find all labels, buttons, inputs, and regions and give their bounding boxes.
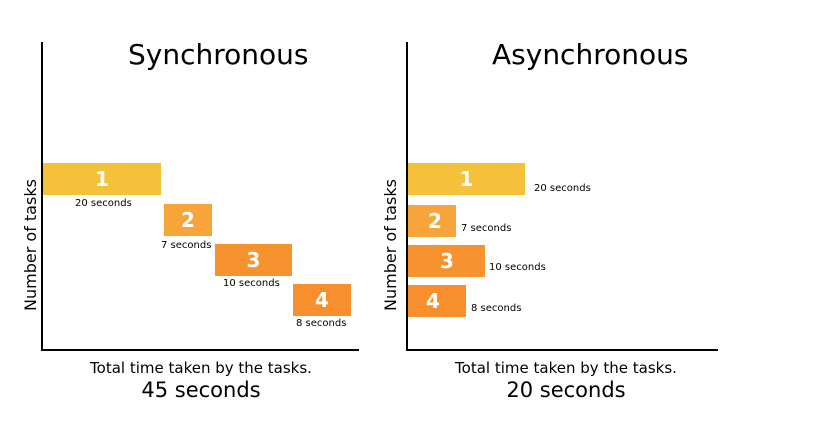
sync-task-2-label: 2 [181,208,195,232]
sync-task-2-duration: 7 seconds [161,240,212,251]
sync-task-1-label: 1 [95,167,109,191]
async-task-1-label: 1 [459,167,474,191]
synchronous-panel: Synchronous Number of tasks 1 20 seconds… [0,0,400,430]
synchronous-title: Synchronous [128,38,309,71]
async-task-1-duration: 20 seconds [534,183,591,194]
async-task-2-duration: 7 seconds [461,223,512,234]
synchronous-x-axis [41,349,359,351]
synchronous-caption: Total time taken by the tasks. [90,359,312,377]
asynchronous-x-axis [406,349,718,351]
async-task-4-bar: 4 [408,285,466,317]
sync-task-4-label: 4 [315,288,329,312]
async-task-4-duration: 8 seconds [471,303,522,314]
synchronous-ylabel: Number of tasks [21,179,40,311]
asynchronous-total: 20 seconds [506,378,626,402]
asynchronous-title: Asynchronous [492,38,689,71]
asynchronous-panel: Asynchronous Number of tasks 1 20 second… [380,0,800,430]
sync-task-4-duration: 8 seconds [296,318,347,329]
async-task-2-label: 2 [428,209,442,233]
sync-task-3-duration: 10 seconds [223,278,280,289]
synchronous-total: 45 seconds [141,378,261,402]
sync-task-3-label: 3 [246,248,261,272]
asynchronous-ylabel: Number of tasks [381,179,400,311]
asynchronous-y-axis [406,42,408,350]
synchronous-y-axis [41,42,43,350]
async-task-1-bar: 1 [408,163,525,195]
async-task-3-label: 3 [440,249,454,273]
sync-task-3-bar: 3 [215,244,292,276]
sync-task-1-duration: 20 seconds [75,198,132,209]
async-task-3-duration: 10 seconds [489,262,546,273]
async-task-4-label: 4 [426,289,440,313]
sync-task-2-bar: 2 [164,204,212,236]
async-task-2-bar: 2 [408,205,456,237]
sync-task-1-bar: 1 [43,163,161,195]
asynchronous-caption: Total time taken by the tasks. [455,359,677,377]
async-task-3-bar: 3 [408,245,485,277]
sync-task-4-bar: 4 [293,284,351,316]
